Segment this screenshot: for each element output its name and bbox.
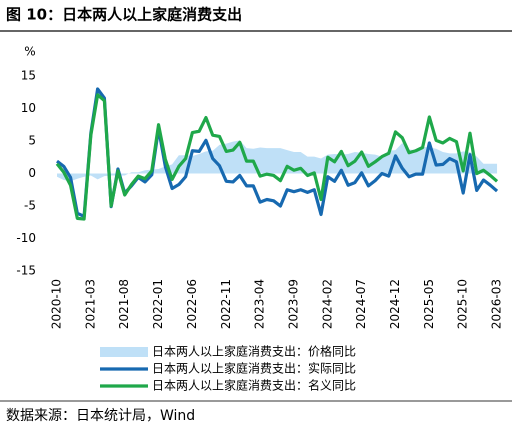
x-tick-label: 2024-02 [320,279,334,329]
x-tick-label: 2022-06 [185,279,199,329]
y-tick-label: -10 [16,231,36,245]
x-tick-label: 2023-04 [253,279,267,329]
x-tick-label: 2025-10 [456,279,470,329]
x-tick-label: 2025-05 [422,279,436,329]
chart-title: 图 10：日本两人以上家庭消费支出 [6,6,242,24]
x-tick-label: 2022-01 [151,279,165,329]
x-tick-label: 2020-10 [50,279,64,329]
y-tick-label: 5 [28,134,36,148]
legend-label: 日本两人以上家庭消费支出：实际同比 [152,361,356,376]
x-tick-label: 2026-03 [490,279,504,329]
series-line [55,93,499,221]
y-tick-label: 0 [28,166,36,180]
y-tick-label: 10 [21,101,36,115]
x-tick-label: 2021-08 [117,279,131,329]
x-tick-label: 2022-11 [219,279,233,329]
y-tick-label: -5 [24,199,36,213]
x-tick-label: 2024-07 [354,279,368,329]
x-tick-label: 2021-03 [83,279,97,329]
legend-label: 日本两人以上家庭消费支出：名义同比 [152,378,356,393]
legend-swatch [100,347,148,357]
source-note: 数据来源：日本统计局，Wind [6,408,195,424]
y-tick-label: 15 [21,69,36,83]
x-tick-label: 2023-09 [286,279,300,329]
y-axis-label: % [24,45,35,59]
x-tick-label: 2024-12 [388,279,402,329]
y-tick-label: -15 [16,264,36,278]
legend-label: 日本两人以上家庭消费支出：价格同比 [152,344,356,359]
